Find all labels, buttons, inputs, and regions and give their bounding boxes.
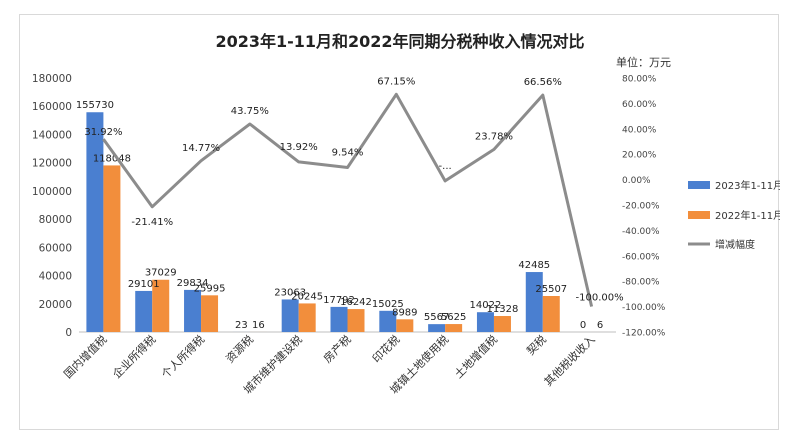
unit-label: 单位：万元 [616, 55, 671, 69]
bar-label-2023: 14022 [470, 300, 502, 311]
bar-label-2022: 25507 [535, 284, 567, 295]
bar-label-2022: 20245 [291, 291, 323, 302]
left-tick-label: 80000 [39, 214, 72, 226]
right-tick-label: 0.00% [622, 176, 651, 186]
bar-2022-7 [445, 324, 463, 332]
category-label: 个人所得税 [158, 332, 207, 381]
bar-label-2023: 29101 [128, 279, 160, 290]
right-tick-label: -60.00% [622, 252, 660, 262]
bar-label-2022: 25995 [194, 283, 226, 294]
right-tick-label: 80.00% [622, 75, 657, 85]
growth-rate-label: -100.00% [576, 293, 624, 304]
right-tick-label: -120.00% [622, 329, 666, 339]
growth-rate-label: 9.54% [332, 147, 364, 158]
bar-2022-4 [298, 303, 316, 332]
bar-2022-5 [347, 309, 365, 332]
legend-label: 2022年1-11月 [715, 209, 780, 222]
left-tick-label: 60000 [39, 242, 72, 254]
bar-2023-9 [525, 272, 543, 332]
left-tick-label: 120000 [32, 158, 72, 170]
bar-label-2023: 155730 [76, 100, 114, 111]
bar-2023-5 [330, 306, 348, 332]
growth-rate-label: 31.92% [84, 127, 122, 138]
category-label: 企业所得税 [110, 332, 159, 381]
category-label: 土地增值税 [451, 332, 500, 381]
bar-2022-1 [152, 279, 170, 332]
left-tick-label: 160000 [32, 101, 72, 113]
bar-label-2023: 0 [580, 320, 586, 331]
growth-rate-line [102, 92, 594, 307]
right-tick-label: -100.00% [622, 303, 666, 313]
growth-rate-label: -21.41% [131, 217, 173, 228]
bar-label-2023: 23063 [274, 287, 306, 298]
bar-2022-8 [493, 316, 511, 332]
growth-rate-label: 13.92% [280, 142, 318, 153]
bar-2022-6 [396, 319, 414, 332]
category-label: 契税 [523, 332, 548, 357]
bar-label-2023: 17792 [323, 295, 355, 306]
growth-rate-label: 43.75% [231, 106, 269, 117]
right-tick-label: -80.00% [622, 278, 660, 288]
legend-label: 增减幅度 [715, 238, 755, 251]
legend-swatch-1 [688, 211, 710, 219]
category-label: 其他税收收入 [541, 332, 598, 389]
bar-2022-2 [201, 295, 219, 332]
bar-label-2022: 11328 [487, 304, 519, 315]
growth-rate-label: 66.56% [524, 77, 562, 88]
bar-2023-4 [281, 299, 299, 332]
right-tick-label: 60.00% [622, 100, 657, 110]
right-tick-label: 40.00% [622, 125, 657, 135]
right-tick-label: 20.00% [622, 151, 657, 161]
category-label: 印花税 [369, 332, 402, 365]
bar-label-2022: 37029 [145, 268, 177, 279]
bar-2022-0 [103, 165, 121, 332]
bar-2023-7 [428, 324, 446, 332]
left-tick-label: 180000 [32, 73, 72, 85]
bar-2023-6 [379, 310, 397, 332]
right-tick-label: -20.00% [622, 202, 660, 212]
bar-label-2023: 29834 [177, 278, 209, 289]
bar-2023-2 [184, 289, 202, 332]
left-tick-label: 0 [65, 327, 72, 339]
left-tick-label: 20000 [39, 299, 72, 311]
growth-rate-label: -... [439, 161, 452, 172]
bar-label-2023: 42485 [518, 260, 550, 271]
bar-label-2023: 15025 [372, 299, 404, 310]
bar-label-2023: 5567 [424, 312, 449, 323]
bar-label-2022: 5625 [441, 312, 466, 323]
growth-rate-label: 67.15% [377, 76, 415, 87]
left-tick-label: 40000 [39, 271, 72, 283]
bar-label-2022: 6 [597, 320, 603, 331]
bar-label-2022: 16 [252, 320, 265, 331]
chart-frame: 2023年1-11月和2022年同期分税种收入情况对比单位：万元 0 20000 40… [19, 14, 780, 430]
bar-label-2022: 118048 [93, 153, 131, 164]
legend-swatch-0 [688, 181, 710, 189]
growth-rate-label: 14.77% [182, 143, 220, 154]
bar-2022-9 [542, 296, 560, 332]
left-tick-label: 140000 [32, 129, 72, 141]
bar-2023-0 [86, 112, 104, 332]
bar-label-2022: 8989 [392, 307, 417, 318]
category-label: 国内增值税 [61, 332, 110, 381]
bar-label-2022: 16242 [340, 297, 372, 308]
legend-label: 2023年1-11月 [715, 179, 780, 192]
bar-2023-1 [135, 290, 153, 332]
category-label: 资源税 [223, 332, 256, 365]
left-tick-label: 100000 [32, 186, 72, 198]
growth-rate-label: 23.78% [475, 131, 513, 142]
right-tick-label: -40.00% [622, 227, 660, 237]
chart-title: 2023年1-11月和2022年同期分税种收入情况对比 [215, 32, 584, 51]
category-label: 房产税 [320, 332, 353, 365]
bar-label-2023: 23 [235, 320, 248, 331]
bar-2023-8 [476, 312, 494, 332]
